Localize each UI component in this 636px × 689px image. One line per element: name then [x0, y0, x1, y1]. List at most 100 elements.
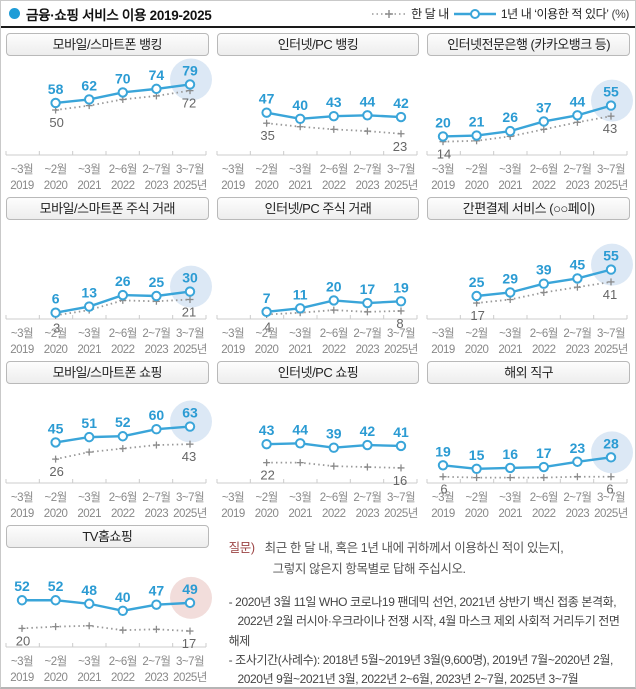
x-label-year: 2020 [254, 180, 278, 192]
plus-marker [540, 474, 548, 482]
x-label-month: ~3월 [11, 655, 33, 668]
legend: 한 달 내 1년 내 ‘이용한 적 있다’ (%) [367, 5, 629, 22]
chart-plot: 35 23 47 40 43 44 42 ~3월 2019 ~2월 2020 ~3월 2021 2~6월 2… [216, 91, 418, 192]
data-point [328, 110, 339, 122]
x-label-year: 2022 [111, 344, 135, 356]
plus-marker [363, 308, 371, 316]
monthly-first-value: 35 [260, 128, 274, 143]
yearly-value: 7 [262, 290, 270, 306]
yearly-value: 19 [393, 279, 409, 295]
yearly-value: 6 [52, 291, 60, 307]
chart-plot: 26 43 45 51 52 60 63 ~3월 2019 ~2월 2020 ~3월 2021 2~6월 2… [5, 400, 212, 520]
x-label-month: 3~7월 [387, 491, 415, 504]
x-label-month: ~3월 [499, 491, 521, 504]
monthly-last-value: 23 [392, 139, 406, 154]
footnote-line: - 2020년 3월 11일 WHO 코로나19 팬데믹 선언, 2021년 상… [228, 595, 617, 610]
data-point [538, 461, 550, 473]
legend-yearly-label: 1년 내 ‘이용한 적 있다’ [500, 7, 609, 21]
x-label-year: 2022 [322, 180, 346, 192]
x-label-month: 3~7월 [387, 163, 415, 176]
plus-marker [186, 627, 194, 635]
data-point [184, 421, 196, 432]
x-label-month: ~2월 [44, 163, 66, 176]
x-label-month: 3~7월 [387, 327, 415, 340]
monthly-first-value: 3 [53, 320, 60, 335]
x-label-year: 2023 [145, 180, 169, 192]
x-label-year: 2025년 [594, 507, 628, 520]
x-label-month: ~3월 [432, 491, 454, 504]
yearly-value: 21 [469, 114, 485, 130]
x-label-year: 2019 [221, 180, 245, 192]
x-axis [5, 643, 207, 648]
x-label-month: 2~6월 [530, 327, 558, 340]
yearly-value: 70 [115, 70, 131, 86]
plus-marker [329, 306, 337, 314]
yearly-value: 63 [182, 405, 198, 421]
x-label-month: 2~7월 [142, 327, 170, 340]
plus-marker [186, 440, 194, 448]
x-label-month: ~3월 [432, 163, 454, 176]
x-label-year: 2019 [10, 508, 34, 520]
x-label-month: ~2월 [466, 491, 488, 504]
data-point [50, 595, 61, 606]
x-label-year: 2025년 [384, 343, 418, 356]
x-label-year: 2023 [566, 180, 590, 192]
x-label-year: 2025년 [173, 671, 207, 684]
plus-marker [607, 112, 615, 120]
data-point [151, 599, 162, 610]
data-point [361, 439, 373, 451]
x-label-month: ~3월 [11, 327, 33, 340]
data-point [84, 301, 95, 312]
x-label-year: 2020 [44, 180, 68, 192]
yearly-value: 40 [115, 589, 131, 605]
data-point [151, 83, 162, 95]
x-label-year: 2025년 [173, 343, 207, 356]
plus-marker [329, 462, 337, 470]
yearly-value: 30 [182, 270, 198, 286]
chart-panel: 인터넷/PC 쇼핑 22 16 43 44 39 42 41 ~3월 2019 ~2월 2020 ~3월… [215, 358, 422, 522]
plus-marker [85, 622, 93, 630]
x-label-month: 2~7월 [353, 327, 381, 340]
x-label-month: 2~7월 [142, 655, 170, 668]
x-label-year: 2023 [566, 344, 590, 356]
chart-plot: 50 72 58 62 70 74 79 ~3월 2019 ~2월 2020 ~3월 2021 2~6월 2… [5, 58, 212, 192]
x-label-month: 2~6월 [109, 163, 137, 176]
x-label-month: ~2월 [44, 655, 66, 668]
monthly-first-value: 4 [264, 319, 271, 334]
chart-panel: TV홈쇼핑 20 17 52 52 48 40 47 49 ~3월 2019 ~2월 2020 ~3월 20… [4, 522, 212, 686]
x-label-year: 2021 [499, 344, 523, 356]
yearly-value: 44 [292, 421, 308, 437]
x-label-month: 3~7월 [176, 655, 204, 668]
plus-marker [152, 441, 160, 449]
x-label-month: ~2월 [466, 327, 488, 340]
data-point [261, 107, 272, 118]
plus-marker [397, 130, 405, 138]
x-label-month: 2~6월 [530, 163, 558, 176]
x-label-month: ~2월 [255, 491, 277, 504]
x-label-year: 2019 [221, 508, 245, 520]
yearly-line [22, 599, 191, 613]
plus-marker [85, 448, 93, 456]
data-point [328, 442, 339, 453]
x-label-month: 2~6월 [109, 655, 137, 668]
monthly-line [55, 443, 191, 461]
data-point [572, 110, 583, 121]
yearly-value: 45 [570, 256, 586, 272]
x-label-month: 2~7월 [142, 163, 170, 176]
data-point [84, 598, 95, 609]
x-label-year: 2020 [465, 508, 489, 520]
data-point [572, 273, 583, 284]
data-point [117, 431, 129, 442]
x-axis [216, 479, 418, 484]
question-and-notes: 질문) 최근 한 달 내, 혹은 1년 내에 귀하께서 이용하신 적이 있는지, … [215, 522, 632, 687]
chart-title: 인터넷/PC 주식 거래 [216, 197, 420, 220]
x-label-month: ~3월 [222, 163, 244, 176]
question-line2: 그렇지 않은지 항목별로 답해 주십시오. [272, 561, 466, 576]
yearly-value: 43 [258, 422, 274, 438]
yearly-value: 17 [536, 445, 552, 461]
x-label-month: 2~7월 [353, 163, 381, 176]
x-label-year: 2022 [532, 508, 556, 520]
x-label-year: 2022 [532, 180, 556, 192]
data-point [184, 286, 196, 297]
